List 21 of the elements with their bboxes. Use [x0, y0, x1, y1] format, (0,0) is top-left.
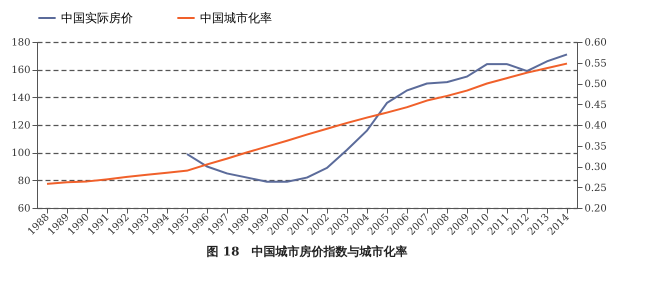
y2-tick-label: 0.35 [584, 141, 607, 152]
y2-tick-label: 0.40 [584, 120, 607, 132]
y2-tick-label: 0.60 [584, 38, 607, 48]
line-series [186, 53, 568, 183]
y-tick-label: 80 [18, 176, 30, 187]
y-tick-label: 140 [11, 92, 30, 104]
y-tick-label: 160 [11, 65, 30, 76]
y-tick-label: 60 [18, 204, 30, 214]
y-tick-label: 180 [11, 38, 30, 48]
y2-tick-label: 0.30 [584, 162, 607, 173]
y2-tick-label: 0.50 [584, 79, 607, 90]
legend-label: 中国实际房价 [61, 11, 133, 25]
y2-tick-label: 0.45 [584, 100, 607, 111]
legend-label: 中国城市化率 [200, 11, 272, 25]
line-series [46, 62, 568, 185]
y2-tick-label: 0.25 [584, 182, 607, 194]
y-tick-label: 120 [11, 120, 30, 132]
text: 图 18 中国城市房价指数与城市化率 [206, 244, 408, 259]
y2-tick-label: 0.20 [584, 204, 607, 214]
y-tick-label: 100 [11, 148, 30, 160]
y2-tick-label: 0.55 [584, 58, 607, 70]
